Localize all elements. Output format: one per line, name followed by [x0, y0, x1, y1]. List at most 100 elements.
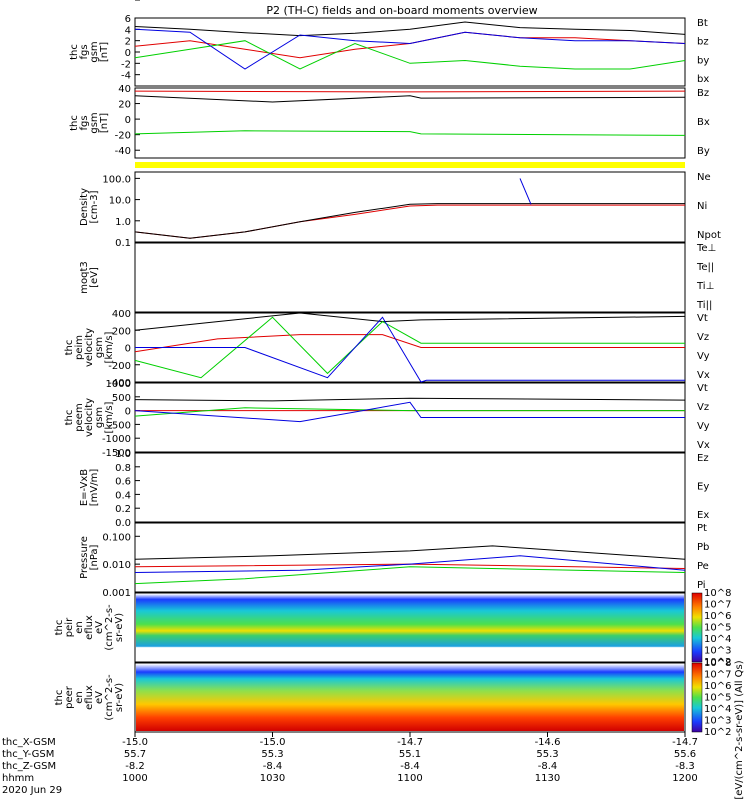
x-row-value: -15.0 — [122, 737, 148, 748]
y-label-line: eflux — [84, 685, 95, 710]
y-label-line: [mV/m] — [89, 469, 100, 507]
series-Bt — [134, 21, 686, 37]
x-row-value: 55.7 — [124, 749, 146, 760]
y-label-line: [cm-3] — [89, 190, 100, 223]
y-label-line: gsm — [94, 407, 105, 428]
legend-Ti⊥: Ti⊥ — [696, 281, 714, 292]
y-label-line: [km/s] — [104, 401, 115, 433]
series-Vx — [135, 316, 685, 383]
legend-Vy: Vy — [697, 421, 710, 432]
legend-Vt: Vt — [697, 313, 708, 324]
legend-Vy: Vy — [697, 351, 710, 362]
x-row-value: -14.6 — [535, 737, 561, 748]
y-label-line: thc — [69, 115, 80, 131]
y-label-line: [eV] — [89, 267, 100, 288]
x-row-label: hhmm — [2, 773, 34, 784]
series-Bx — [134, 95, 686, 103]
legend-Bz: Bz — [697, 88, 709, 99]
y-label-line: sr-eV) — [114, 683, 125, 712]
y-tick-label: 40 — [118, 84, 131, 95]
x-row-label: thc_Y-GSM — [2, 749, 54, 760]
y-tick-label: 6 — [125, 14, 131, 25]
y-tick-label: 1000 — [106, 0, 131, 3]
x-row-value: 1100 — [397, 773, 422, 784]
y-label-line: (cm^2-s- — [104, 674, 115, 721]
y-tick-label: -2 — [121, 59, 131, 70]
y-label-line: fgs — [79, 115, 90, 130]
colorbar-strip — [691, 592, 703, 663]
spectrogram-image — [136, 594, 684, 661]
y-tick-label: 0.0 — [115, 518, 131, 529]
legend-Pt: Pt — [697, 523, 707, 534]
series-by — [134, 40, 686, 70]
panel-frame — [134, 592, 686, 663]
y-tick-label: 200 — [112, 326, 131, 337]
y-tick-label: -1000 — [102, 434, 131, 445]
x-row-value: 55.3 — [536, 749, 558, 760]
x-row-value: 1000 — [122, 773, 147, 784]
x-row-value: 55.3 — [261, 749, 283, 760]
y-tick-label: 1000 — [106, 379, 131, 390]
x-row-label: thc_Z-GSM — [2, 761, 56, 772]
y-tick-label: -4 — [121, 71, 131, 82]
x-row-value: 55.1 — [399, 749, 421, 760]
series-bx — [134, 28, 686, 70]
y-tick-label: -20 — [115, 131, 131, 142]
panel-frame — [134, 452, 686, 523]
y-label-line: Pressure — [79, 536, 90, 579]
y-label-line: gsm — [89, 112, 100, 133]
colorbar-tick-label: 10^6 — [704, 681, 731, 692]
colorbar-tick-label: 10^5 — [704, 623, 731, 634]
series-Ni — [134, 203, 685, 239]
colorbar-strip — [691, 662, 703, 733]
colorbar-tick-label: 10^3 — [704, 646, 731, 657]
colorbar-tick-label: 10^2 — [704, 727, 731, 738]
y-label-line: [nT] — [99, 113, 110, 133]
legend-Vz: Vz — [697, 332, 709, 343]
series-Vt — [134, 312, 686, 331]
legend-Pe: Pe — [697, 561, 709, 572]
legend-Vx: Vx — [697, 440, 710, 451]
y-tick-label: 1000 — [106, 0, 131, 3]
colorbar-label: [eV/(cm^2-s-sr-eV)] (All Qs) — [734, 660, 745, 799]
series-Ne — [134, 204, 685, 239]
legend-Ne: Ne — [697, 172, 711, 183]
colorbar-tick-label: 10^4 — [704, 634, 731, 645]
y-label-line: eflux — [84, 615, 95, 640]
colorbar-tick-label: 10^5 — [704, 693, 731, 704]
colorbar-tick-label: 10^4 — [704, 704, 731, 715]
x-row-value: -14.7 — [672, 737, 698, 748]
legend-Pi: Pi — [697, 580, 706, 591]
series-Vx — [134, 401, 685, 423]
y-label-line: sr-eV) — [114, 613, 125, 642]
legend-by: by — [697, 55, 709, 66]
y-tick-label: 0.1 — [115, 238, 131, 249]
date-label: 2020 Jun 29 — [2, 785, 62, 796]
panel-frame — [134, 242, 686, 313]
x-row-value: -8.2 — [125, 761, 145, 772]
panel-efield: 0.0 0.2 0.4 0.6 0.8 1.0 E=-VxB [mV/m] Ez Ey Ex — [79, 449, 709, 529]
y-tick-label: -400 — [108, 378, 131, 389]
y-label-line: peem — [74, 403, 85, 431]
y-tick-label: 400 — [112, 309, 131, 320]
legend-Ni: Ni — [697, 201, 707, 212]
y-tick-label: -500 — [108, 420, 131, 431]
y-label-line: E=-VxB — [79, 469, 90, 506]
y-tick-label: 0 — [125, 115, 131, 126]
y-label-line: (cm^2-s- — [104, 604, 115, 651]
y-label-line: peer — [64, 685, 75, 709]
colorbar-tick-label: 10^8 — [704, 588, 731, 599]
legend-bx: bx — [697, 74, 709, 85]
series-Bz — [134, 90, 686, 93]
panel-peim-velocity: -400 -200 0 200 400 thc peim velocity gsm [km/s] V… — [64, 309, 710, 389]
legend-Bx: Bx — [697, 117, 710, 128]
series-Vy — [134, 407, 685, 417]
y-label-line: moqt3 — [79, 261, 90, 294]
y-label-line: gsm — [94, 337, 105, 358]
spectrogram-image — [136, 664, 684, 731]
y-tick-label: 100 — [112, 0, 131, 3]
y-label-line: thc — [54, 690, 65, 706]
series-Vy — [134, 316, 685, 379]
y-tick-label: 100.0 — [102, 174, 131, 185]
y-tick-label: 1.0 — [115, 449, 131, 460]
